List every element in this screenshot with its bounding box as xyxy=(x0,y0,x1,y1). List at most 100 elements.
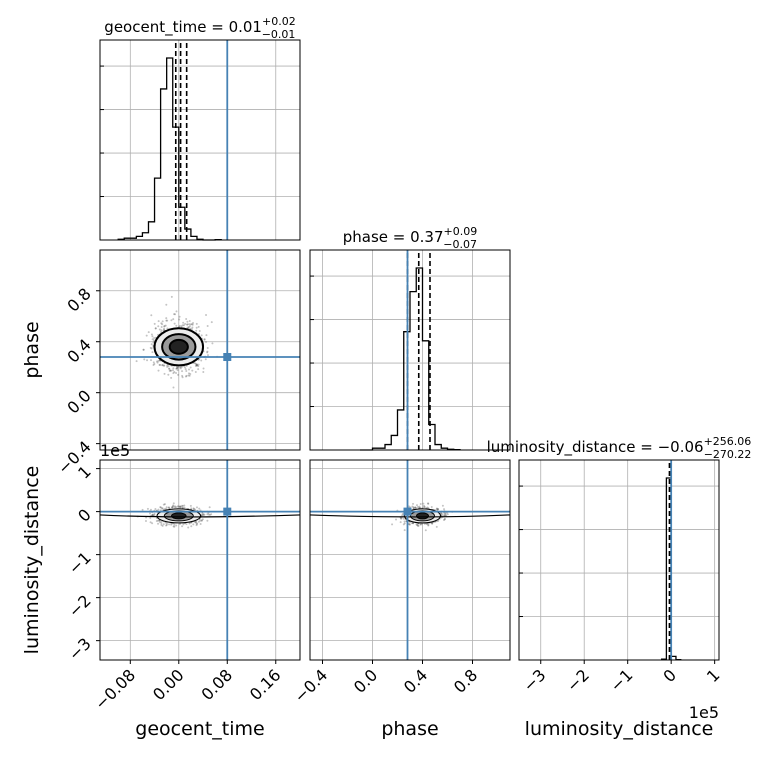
scatter-point xyxy=(201,514,204,517)
scatter-point xyxy=(164,507,167,510)
scatter-point xyxy=(418,506,421,509)
scatter-point xyxy=(181,504,184,507)
scatter-point xyxy=(178,315,181,318)
scatter-point xyxy=(186,326,189,329)
scatter-point xyxy=(142,348,145,351)
scatter-point xyxy=(179,366,182,369)
grid-lines xyxy=(519,460,719,660)
scatter-point xyxy=(175,367,178,370)
scatter-point xyxy=(163,503,166,506)
scatter-point xyxy=(206,324,209,327)
scatter-point xyxy=(408,523,411,526)
scatter-point xyxy=(187,326,190,329)
scatter-point xyxy=(444,513,447,516)
scatter-point xyxy=(427,502,430,505)
scatter-point xyxy=(196,364,199,367)
scatter-point xyxy=(185,370,188,373)
scatter-point xyxy=(195,363,198,366)
scatter-point xyxy=(422,504,425,507)
scatter-point xyxy=(437,508,440,511)
scatter-point xyxy=(158,328,161,331)
scatter-point xyxy=(150,343,153,346)
scatter-point xyxy=(189,373,192,376)
x-tick-label: −2 xyxy=(563,665,593,695)
scatter-point xyxy=(426,523,429,526)
scatter-point xyxy=(157,508,160,511)
scatter-point xyxy=(149,517,152,520)
scatter-point xyxy=(431,522,434,525)
scatter-point xyxy=(155,519,158,522)
scatter-point xyxy=(410,522,413,525)
scatter-point xyxy=(199,519,202,522)
scatter-point xyxy=(439,512,442,515)
scatter-point xyxy=(165,319,168,322)
scatter-point xyxy=(173,313,176,316)
scatter-point xyxy=(417,524,420,527)
y-offset-text: 1e5 xyxy=(100,441,130,460)
scatter-point xyxy=(165,522,168,525)
scatter-point xyxy=(416,524,419,527)
scatter-point xyxy=(178,325,181,328)
scatter-point xyxy=(182,324,185,327)
x-tick-label: 0 xyxy=(659,665,680,686)
scatter-point xyxy=(151,338,154,341)
scatter-point xyxy=(166,327,169,330)
panel-title-luminosity_distance: luminosity_distance = −0.06+256.06 −270.2… xyxy=(487,435,752,461)
scatter-point xyxy=(192,523,195,526)
scatter-point xyxy=(172,386,175,389)
scatter-point xyxy=(147,331,150,334)
title-text: luminosity_distance = −0.06 xyxy=(487,438,704,457)
x-tick-label: 0.16 xyxy=(246,665,285,704)
grid-lines xyxy=(100,40,300,240)
scatter-point xyxy=(431,522,434,525)
scatter-point xyxy=(423,522,426,525)
title-plus: +256.06 xyxy=(704,435,752,448)
scatter-point xyxy=(149,346,152,349)
scatter-point xyxy=(150,314,153,317)
scatter-point xyxy=(210,321,213,324)
x-offset-text: 1e5 xyxy=(689,703,719,722)
scatter-point xyxy=(152,364,155,367)
scatter-point xyxy=(162,364,165,367)
grid-lines xyxy=(100,460,300,660)
scatter-point xyxy=(194,521,197,524)
scatter-point xyxy=(173,523,176,526)
x-tick-label: 0.4 xyxy=(400,665,431,696)
scatter-point xyxy=(164,324,167,327)
scatter-point xyxy=(193,508,196,511)
y-axis-label-luminosity_distance: luminosity_distance xyxy=(21,466,43,655)
scatter-point xyxy=(196,364,199,367)
y-axis-label-phase: phase xyxy=(21,321,43,378)
scatter-point xyxy=(135,360,138,363)
scatter-point xyxy=(415,523,418,526)
scatter-point xyxy=(202,514,205,517)
scatter-point xyxy=(196,523,199,526)
scatter-point xyxy=(441,513,444,516)
histogram-phase xyxy=(360,267,461,451)
scatter-point xyxy=(195,329,198,332)
scatter-point xyxy=(183,366,186,369)
scatter-point xyxy=(160,325,163,328)
scatter-point xyxy=(172,505,175,508)
scatter-point xyxy=(187,326,190,329)
scatter-point xyxy=(175,372,178,375)
scatter-point xyxy=(162,503,165,506)
y-tick-label: 1 xyxy=(74,462,95,483)
scatter-point xyxy=(192,507,195,510)
scatter-point xyxy=(205,334,208,337)
scatter-point xyxy=(178,318,181,321)
title-minus: −0.01 xyxy=(262,28,296,41)
scatter-point xyxy=(414,507,417,510)
scatter-point xyxy=(206,350,209,353)
scatter-point xyxy=(176,365,179,368)
scatter-point xyxy=(198,332,201,335)
title-text: geocent_time = 0.01 xyxy=(104,18,262,37)
scatter-point xyxy=(159,506,162,509)
scatter-point xyxy=(175,324,178,327)
scatter-point xyxy=(195,522,198,525)
scatter-point xyxy=(163,372,166,375)
scatter-point xyxy=(175,506,178,509)
scatter-point xyxy=(173,505,176,508)
scatter-point xyxy=(189,504,192,507)
